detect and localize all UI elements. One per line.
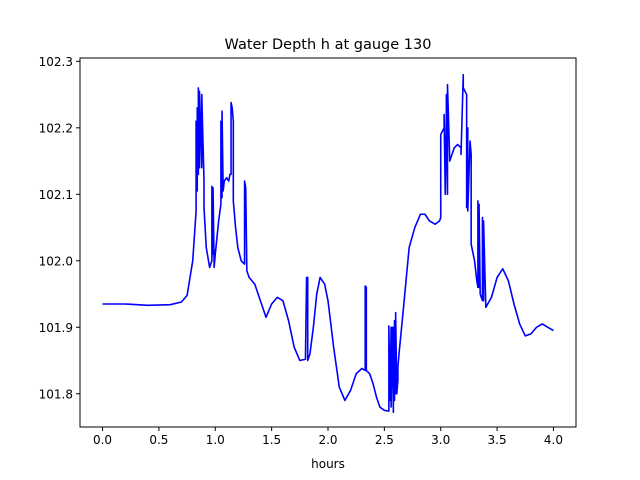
x-tick-label: 3.5 [488,433,507,447]
plot-area [80,58,576,427]
x-tick-label: 4.0 [544,433,563,447]
x-tick-label: 2.5 [375,433,394,447]
x-tick-label: 3.0 [431,433,450,447]
y-tick-label: 101.8 [39,387,73,401]
y-tick-label: 102.3 [39,55,73,69]
x-axis-ticks: 0.0 0.5 1.0 1.5 2.0 2.5 3.0 3.5 4.0 [93,427,563,447]
y-axis-ticks: 101.8 101.9 102.0 102.1 102.2 102.3 [39,55,80,401]
chart-title: Water Depth h at gauge 130 [225,37,432,53]
y-tick-label: 102.0 [39,254,73,268]
x-tick-label: 1.0 [206,433,225,447]
x-tick-label: 1.5 [262,433,281,447]
y-tick-label: 102.2 [39,121,73,135]
data-series-line [102,73,554,414]
y-tick-label: 101.9 [39,321,73,335]
x-tick-label: 0.0 [93,433,112,447]
x-tick-label: 2.0 [318,433,337,447]
x-tick-label: 0.5 [149,433,168,447]
x-axis-label: hours [311,457,345,471]
y-tick-label: 102.1 [39,188,73,202]
